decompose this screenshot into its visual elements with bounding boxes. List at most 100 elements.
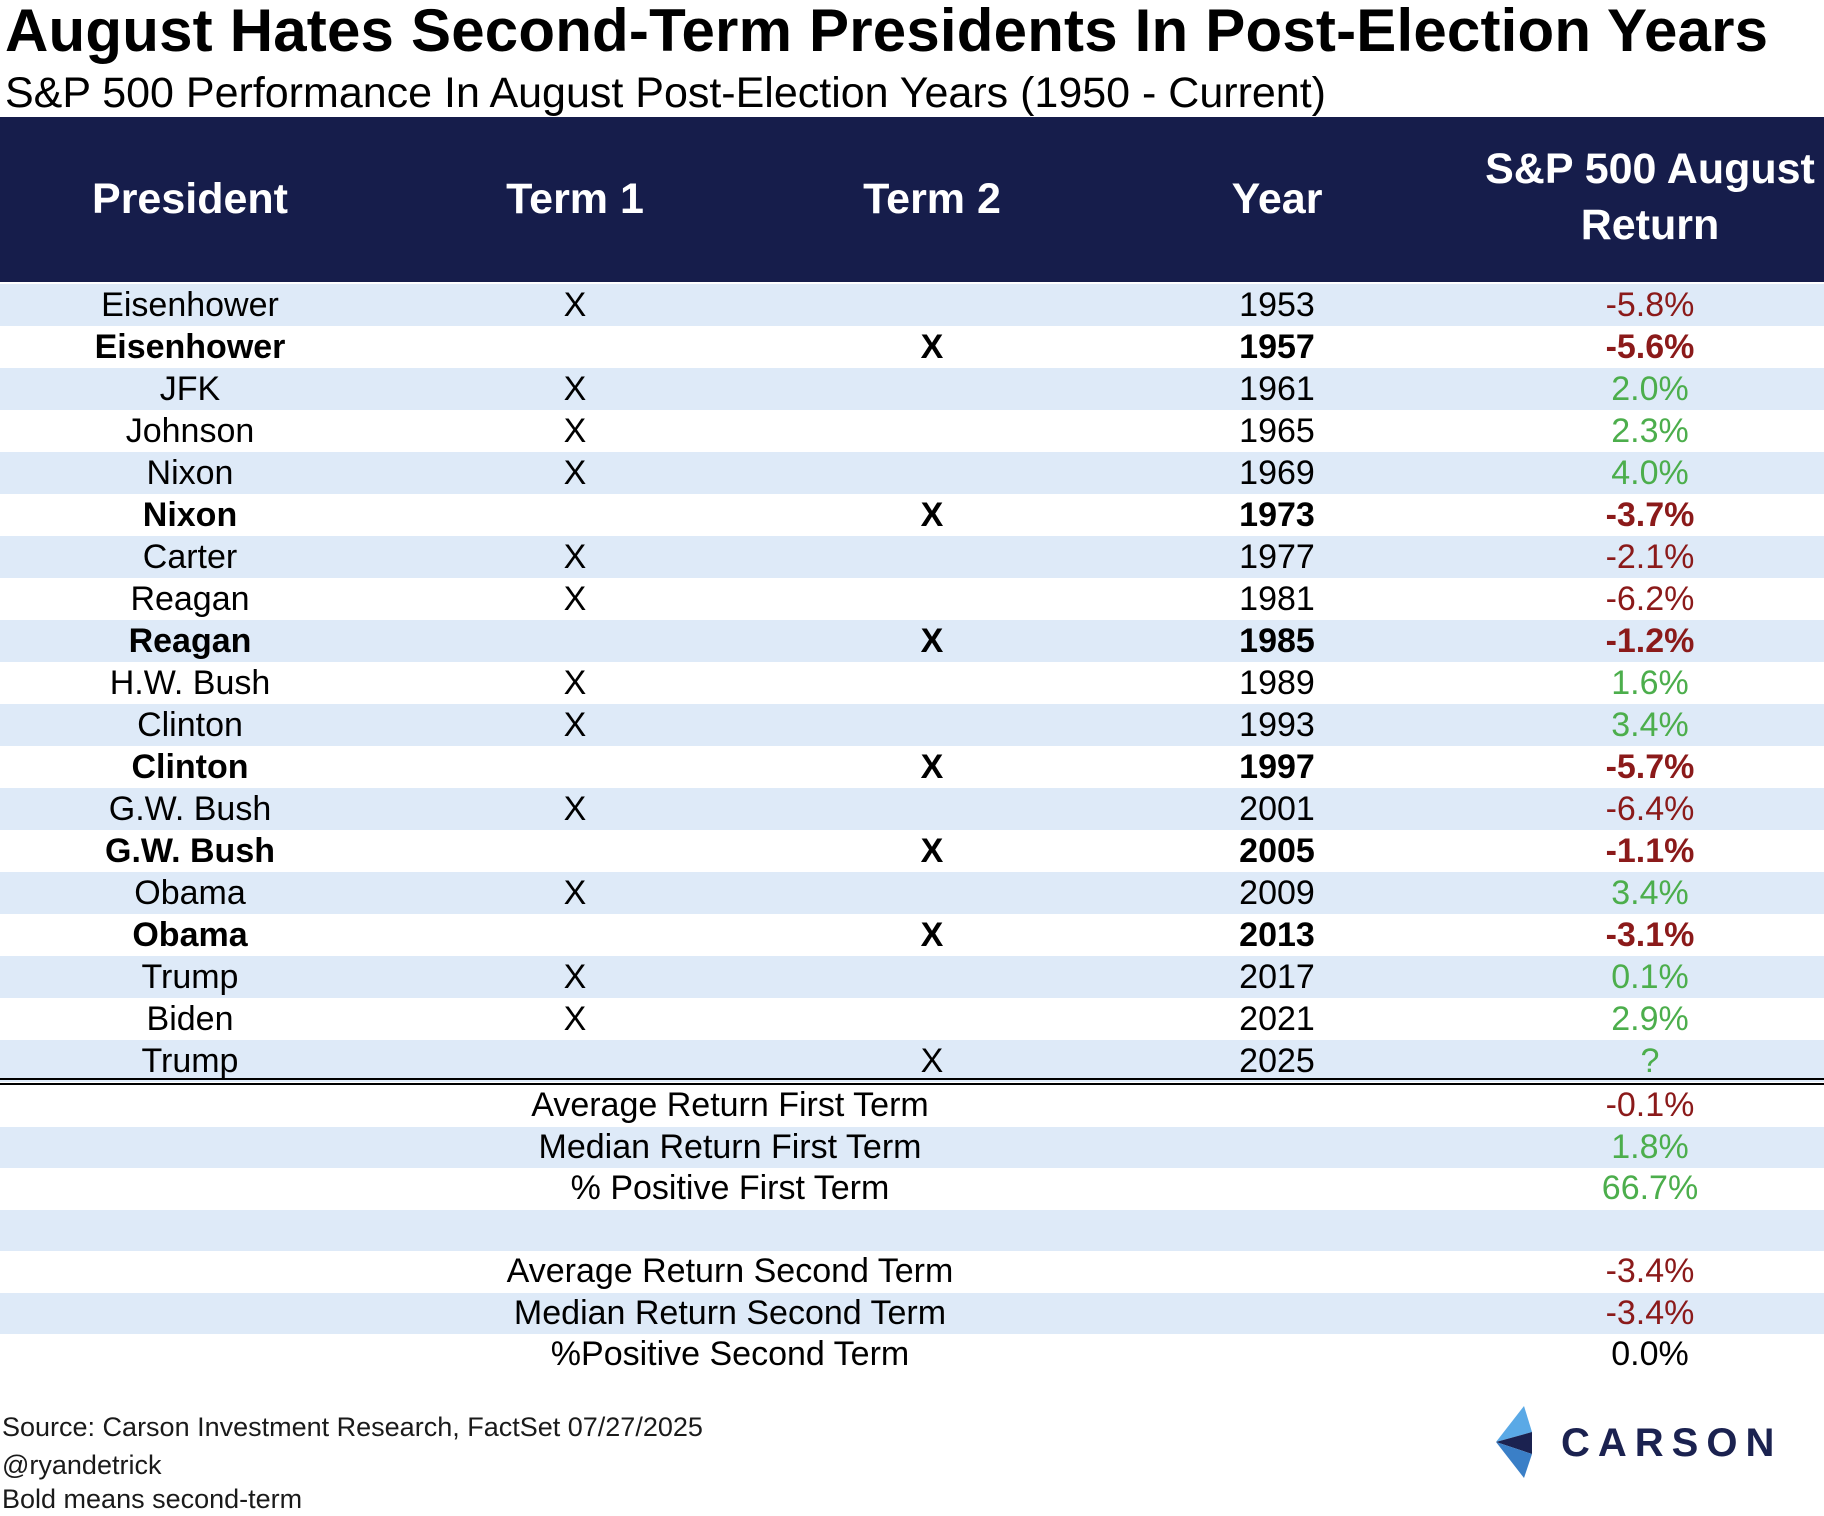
table-row: Nixon X 1973 -3.7% — [0, 494, 1824, 536]
cell-year: 1985 — [1239, 622, 1315, 660]
cell-year: 1957 — [1239, 328, 1315, 366]
cell-return: 2.3% — [1611, 412, 1689, 450]
table-row: Nixon X 1969 4.0% — [0, 452, 1824, 494]
summary-label: Average Return Second Term — [506, 1252, 954, 1290]
cell-year: 1961 — [1239, 370, 1315, 408]
cell-president: Trump — [141, 958, 239, 996]
cell-president: Obama — [132, 916, 248, 954]
cell-term1: X — [563, 706, 587, 744]
table-divider — [0, 1078, 1824, 1080]
cell-year: 2013 — [1239, 916, 1315, 954]
cell-term1: X — [563, 874, 587, 912]
cell-president: JFK — [159, 370, 221, 408]
cell-return: 0.1% — [1611, 958, 1689, 996]
cell-term1: X — [563, 580, 587, 618]
cell-president: Nixon — [142, 496, 238, 534]
cell-return: ? — [1640, 1042, 1660, 1080]
cell-return: -6.4% — [1605, 790, 1695, 828]
cell-year: 1965 — [1239, 412, 1315, 450]
cell-return: 2.9% — [1611, 1000, 1689, 1038]
summary-row: %Positive Second Term 0.0% — [0, 1334, 1824, 1376]
summary-label: %Positive Second Term — [550, 1335, 910, 1373]
cell-year: 1981 — [1239, 580, 1315, 618]
summary-row: Average Return First Term -0.1% — [0, 1085, 1824, 1127]
cell-return: 3.4% — [1611, 706, 1689, 744]
table-row: Trump X 2017 0.1% — [0, 956, 1824, 998]
header-return-line2: Return — [1580, 201, 1720, 249]
table-row: Reagan X 1981 -6.2% — [0, 578, 1824, 620]
cell-year: 1953 — [1239, 286, 1315, 324]
cell-term2: X — [920, 496, 944, 534]
cell-return: -1.2% — [1605, 622, 1695, 660]
cell-term2: X — [920, 748, 944, 786]
cell-term2: X — [920, 832, 944, 870]
summary-value: 1.8% — [1611, 1127, 1689, 1166]
summary-row: Median Return Second Term -3.4% — [0, 1292, 1824, 1334]
summary-label: Average Return First Term — [531, 1086, 929, 1124]
cell-president: Biden — [146, 1000, 234, 1038]
table-row: Clinton X 1993 3.4% — [0, 704, 1824, 746]
summary-label: % Positive First Term — [570, 1169, 890, 1207]
cell-term2: X — [920, 328, 944, 366]
cell-president: Eisenhower — [94, 328, 286, 366]
cell-president: H.W. Bush — [109, 664, 271, 702]
cell-president: Clinton — [131, 748, 249, 786]
cell-president: Reagan — [130, 580, 250, 618]
cell-term1: X — [563, 454, 587, 492]
cell-term1: X — [563, 370, 587, 408]
cell-president: Obama — [134, 874, 246, 912]
footer-source: Source: Carson Investment Research, Fact… — [2, 1412, 703, 1442]
cell-year: 2001 — [1239, 790, 1315, 828]
cell-year: 1969 — [1239, 454, 1315, 492]
cell-return: -3.7% — [1605, 496, 1695, 534]
summary-value: 0.0% — [1611, 1335, 1689, 1373]
table-row: Obama X 2009 3.4% — [0, 872, 1824, 914]
cell-year: 2009 — [1239, 874, 1315, 912]
cell-term1: X — [563, 664, 587, 702]
header-year: Year — [1231, 175, 1323, 223]
header-term1: Term 1 — [506, 175, 644, 223]
summary-row: Median Return First Term 1.8% — [0, 1126, 1824, 1168]
header-return-line1: S&P 500 August — [1485, 145, 1815, 193]
cell-president: G.W. Bush — [105, 832, 275, 870]
cell-president: Nixon — [146, 454, 234, 492]
table-row: G.W. Bush X 2001 -6.4% — [0, 788, 1824, 830]
table-row: Reagan X 1985 -1.2% — [0, 620, 1824, 662]
table-row: Eisenhower X 1953 -5.8% — [0, 284, 1824, 326]
cell-return: 3.4% — [1611, 874, 1689, 912]
cell-term1: X — [563, 286, 587, 324]
cell-term1: X — [563, 538, 587, 576]
cell-year: 1977 — [1239, 538, 1315, 576]
cell-year: 2005 — [1239, 832, 1315, 870]
summary-value: -0.1% — [1605, 1086, 1695, 1124]
cell-year: 2025 — [1239, 1042, 1315, 1080]
summary-label: Median Return First Term — [538, 1127, 922, 1166]
cell-year: 2021 — [1239, 1000, 1315, 1038]
cell-return: -6.2% — [1605, 580, 1695, 618]
table-row: H.W. Bush X 1989 1.6% — [0, 662, 1824, 704]
cell-return: -5.7% — [1605, 748, 1695, 786]
cell-term2: X — [920, 916, 944, 954]
cell-return: 1.6% — [1611, 664, 1689, 702]
table-row: Eisenhower X 1957 -5.6% — [0, 326, 1824, 368]
cell-term1: X — [563, 412, 587, 450]
cell-return: -3.1% — [1605, 916, 1695, 954]
footer-note: Bold means second-term — [2, 1484, 303, 1514]
summary-value: 66.7% — [1601, 1169, 1699, 1207]
table-row: Johnson X 1965 2.3% — [0, 410, 1824, 452]
cell-term2: X — [920, 1042, 944, 1080]
table-row: JFK X 1961 2.0% — [0, 368, 1824, 410]
summary-value: -3.4% — [1605, 1252, 1695, 1290]
cell-president: Carter — [142, 538, 238, 576]
summary-row: Average Return Second Term -3.4% — [0, 1251, 1824, 1293]
table-row: G.W. Bush X 2005 -1.1% — [0, 830, 1824, 872]
cell-president: Johnson — [125, 412, 255, 450]
cell-year: 1989 — [1239, 664, 1315, 702]
cell-president: Trump — [141, 1042, 239, 1080]
cell-return: -1.1% — [1605, 832, 1695, 870]
cell-president: Reagan — [128, 622, 252, 660]
cell-year: 2017 — [1239, 958, 1315, 996]
cell-year: 1993 — [1239, 706, 1315, 744]
page-title: August Hates Second-Term Presidents In P… — [5, 0, 1769, 64]
cell-term1: X — [563, 958, 587, 996]
